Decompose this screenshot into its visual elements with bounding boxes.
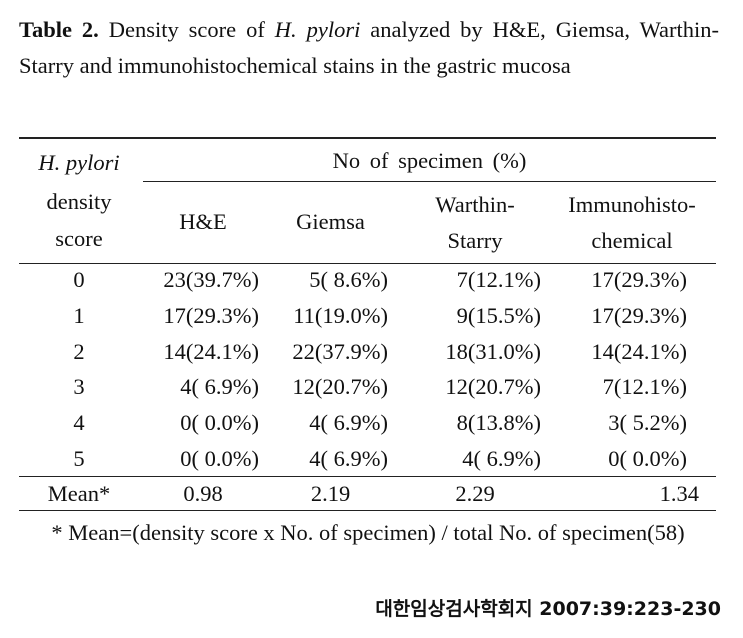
cell-he: 14(24.1%) <box>163 339 259 364</box>
row-score: 0 <box>73 267 85 292</box>
mean-he: 0.98 <box>183 481 223 506</box>
cell-ihc: 14(24.1%) <box>591 339 687 364</box>
cell-giemsa: 4( 6.9%) <box>303 446 388 471</box>
table-number: Table 2. <box>19 17 99 42</box>
mean-ihc: 1.34 <box>659 481 699 506</box>
cell-he: 23(39.7%) <box>163 267 259 292</box>
cell-ihc: 7(12.1%) <box>597 374 687 399</box>
row-score: 5 <box>73 446 85 471</box>
cell-giemsa: 4( 6.9%) <box>303 410 388 435</box>
cell-giemsa: 5( 8.6%) <box>303 267 388 292</box>
table-footnote: * Mean=(density score x No. of specimen)… <box>51 520 685 545</box>
mean-warthin: 2.29 <box>455 481 495 506</box>
table-bottom-rule <box>19 510 716 511</box>
table-top-rule <box>19 137 716 139</box>
cell-warthin: 8(13.8%) <box>451 410 541 435</box>
caption-text-before: Density score of <box>98 17 275 42</box>
cell-he: 17(29.3%) <box>163 303 259 328</box>
column-header-he: H&E <box>179 209 227 234</box>
cell-warthin: 12(20.7%) <box>445 374 541 399</box>
cell-warthin: 9(15.5%) <box>451 303 541 328</box>
caption-text-after: analyzed by H&E, Giemsa, Warthin-Starry … <box>19 17 719 78</box>
mean-label: Mean* <box>47 481 111 506</box>
cell-he: 4( 6.9%) <box>174 374 259 399</box>
cell-ihc: 17(29.3%) <box>591 303 687 328</box>
column-header-warthin-line1: Warthin- <box>435 192 515 217</box>
cell-he: 0( 0.0%) <box>174 446 259 471</box>
row-score: 4 <box>73 410 85 435</box>
cell-he: 0( 0.0%) <box>174 410 259 435</box>
cell-warthin: 4( 6.9%) <box>456 446 541 471</box>
caption-italic-species: H. pylori <box>274 17 361 42</box>
row-score: 2 <box>73 339 85 364</box>
mean-giemsa: 2.19 <box>310 481 351 506</box>
group-header-rule <box>143 181 716 182</box>
cell-ihc: 0( 0.0%) <box>602 446 687 471</box>
cell-giemsa: 11(19.0%) <box>293 303 388 328</box>
column-header-ihc-line2: chemical <box>591 228 673 253</box>
row-label-score: score <box>55 226 103 251</box>
table-caption: Table 2. Density score of H. pylori anal… <box>19 12 719 84</box>
column-header-giemsa: Giemsa <box>296 209 365 234</box>
cell-warthin: 7(12.1%) <box>451 267 541 292</box>
cell-giemsa: 12(20.7%) <box>292 374 388 399</box>
column-header-warthin-line2: Starry <box>447 228 503 253</box>
column-group-header: No of specimen (%) <box>332 148 527 173</box>
header-bottom-rule <box>19 263 716 264</box>
cell-ihc: 17(29.3%) <box>591 267 687 292</box>
journal-citation: 대한임상검사학회지 2007:39:223-230 <box>375 598 721 620</box>
row-score: 3 <box>73 374 85 399</box>
cell-ihc: 3( 5.2%) <box>602 410 687 435</box>
column-header-ihc-line1: Immunohisto- <box>568 192 696 217</box>
mean-top-rule <box>19 476 716 477</box>
cell-giemsa: 22(37.9%) <box>292 339 388 364</box>
row-label-species: H. pylori <box>38 150 120 175</box>
cell-warthin: 18(31.0%) <box>445 339 541 364</box>
row-label-density: density <box>46 189 112 214</box>
row-score: 1 <box>73 303 85 328</box>
